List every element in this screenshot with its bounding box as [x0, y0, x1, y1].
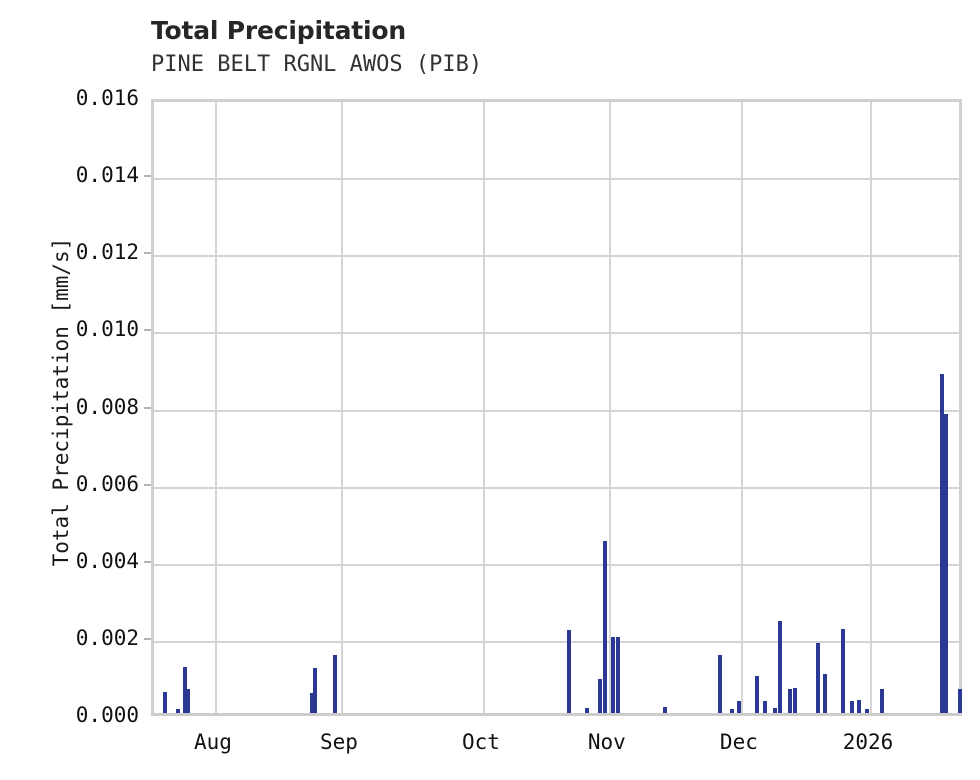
- y-axis-tick-mark: [144, 406, 151, 409]
- chart-title: Total Precipitation: [151, 16, 406, 45]
- bar: [309, 692, 314, 713]
- gridline-horizontal: [154, 486, 959, 489]
- bar: [332, 655, 337, 713]
- bar: [662, 706, 667, 713]
- bar: [815, 643, 820, 713]
- y-axis-tick-label: 0.000: [75, 703, 139, 727]
- y-axis-tick-label: 0.008: [75, 394, 139, 419]
- gridline-horizontal: [154, 563, 959, 566]
- y-axis-tick-mark: [144, 252, 151, 255]
- bar: [616, 637, 621, 713]
- plot-area: [151, 99, 962, 716]
- bar: [957, 689, 962, 713]
- bar: [718, 655, 723, 713]
- y-axis-tick-label: 0.006: [75, 471, 139, 496]
- bar: [598, 679, 603, 713]
- y-axis-tick-mark: [144, 560, 151, 563]
- bar: [163, 691, 167, 713]
- bar: [849, 701, 854, 713]
- x-axis-tick-label: Dec: [719, 730, 758, 754]
- bar: [175, 709, 180, 713]
- chart-subtitle: PINE BELT RGNL AWOS (PIB): [151, 52, 483, 77]
- y-axis-tick-label: 0.016: [75, 86, 139, 110]
- bar: [730, 708, 735, 713]
- bar: [763, 701, 768, 713]
- bar: [737, 701, 742, 713]
- gridline-horizontal: [154, 178, 959, 181]
- bar: [840, 628, 845, 713]
- bar: [185, 688, 190, 713]
- bar: [567, 630, 572, 713]
- y-axis-tick-label: 0.010: [75, 317, 139, 342]
- bar: [864, 708, 869, 713]
- gridline-vertical: [482, 102, 485, 713]
- x-axis-tick-label: Sep: [320, 730, 358, 754]
- bar: [755, 675, 760, 713]
- gridline-vertical: [870, 102, 872, 713]
- y-axis-tick-label: 0.012: [75, 240, 139, 265]
- bar: [182, 666, 187, 713]
- gridline-vertical: [608, 102, 611, 713]
- bar: [856, 699, 861, 713]
- y-axis-tick-label: 0.002: [75, 625, 139, 650]
- gridline-horizontal: [154, 332, 959, 335]
- bar: [788, 688, 793, 713]
- y-axis-tick-mark: [144, 175, 151, 178]
- x-axis-tick-label: Aug: [193, 730, 232, 754]
- bar: [778, 621, 783, 713]
- y-axis-tick-mark: [144, 329, 151, 332]
- x-axis-tick-label: Oct: [461, 730, 500, 754]
- bar: [611, 637, 616, 713]
- x-axis-tick-label: 2026: [842, 730, 894, 754]
- gridline-vertical: [214, 102, 217, 713]
- bar: [879, 688, 884, 713]
- x-axis-tick-label: Nov: [587, 730, 626, 754]
- bar: [312, 667, 317, 713]
- y-axis-tick-mark: [144, 483, 151, 486]
- bar: [822, 674, 827, 713]
- y-axis-tick-mark: [144, 637, 151, 640]
- bar: [585, 708, 590, 713]
- bar: [943, 414, 948, 713]
- bar: [792, 688, 797, 713]
- bar: [603, 541, 608, 713]
- y-axis-tick-label: 0.004: [75, 548, 139, 573]
- gridline-vertical: [340, 102, 343, 713]
- gridline-vertical: [740, 102, 743, 713]
- gridline-horizontal: [154, 640, 959, 643]
- y-axis-tick-label: 0.014: [75, 163, 139, 188]
- gridline-horizontal: [154, 409, 959, 412]
- bar: [773, 707, 778, 713]
- bar: [939, 374, 944, 713]
- gridline-horizontal: [154, 255, 959, 258]
- bar-series-total-precipitation: [154, 102, 962, 713]
